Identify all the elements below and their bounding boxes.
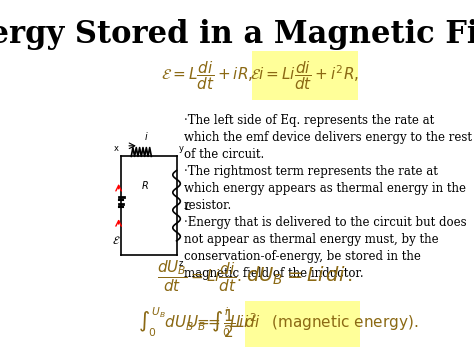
Text: $\int_0^{U_B}dU_B = \int_0^{i}Li\,di$: $\int_0^{U_B}dU_B = \int_0^{i}Li\,di$: [138, 305, 261, 339]
Text: $i$: $i$: [144, 130, 149, 142]
Text: $\mathcal{E}i = Li\dfrac{di}{dt} + i^2R,$: $\mathcal{E}i = Li\dfrac{di}{dt} + i^2R,…: [250, 59, 359, 92]
Text: $dU_B = Li\,di\,.$: $dU_B = Li\,di\,.$: [246, 265, 354, 287]
Text: $\mathcal{E}$: $\mathcal{E}$: [112, 234, 120, 246]
Text: ·The left side of Eq. represents the rate at
which the emf device delivers energ: ·The left side of Eq. represents the rat…: [184, 114, 472, 280]
Text: $L$: $L$: [184, 200, 191, 212]
Text: z: z: [179, 258, 183, 268]
FancyBboxPatch shape: [245, 301, 360, 346]
Text: $\dfrac{dU_B}{dt} = Li\dfrac{di}{dt}.$: $\dfrac{dU_B}{dt} = Li\dfrac{di}{dt}.$: [157, 258, 242, 294]
Text: $U_B = \dfrac{1}{2}Li^2 \quad \mathrm{(magnetic\ energy)}.$: $U_B = \dfrac{1}{2}Li^2 \quad \mathrm{(m…: [186, 307, 419, 340]
Text: y: y: [179, 144, 184, 153]
Text: Energy Stored in a Magnetic Field: Energy Stored in a Magnetic Field: [0, 19, 474, 50]
Text: x: x: [114, 144, 118, 153]
Text: $\mathcal{E} = L\dfrac{di}{dt} + iR,$: $\mathcal{E} = L\dfrac{di}{dt} + iR,$: [161, 59, 253, 92]
FancyBboxPatch shape: [252, 51, 358, 100]
Text: $R$: $R$: [141, 179, 149, 191]
